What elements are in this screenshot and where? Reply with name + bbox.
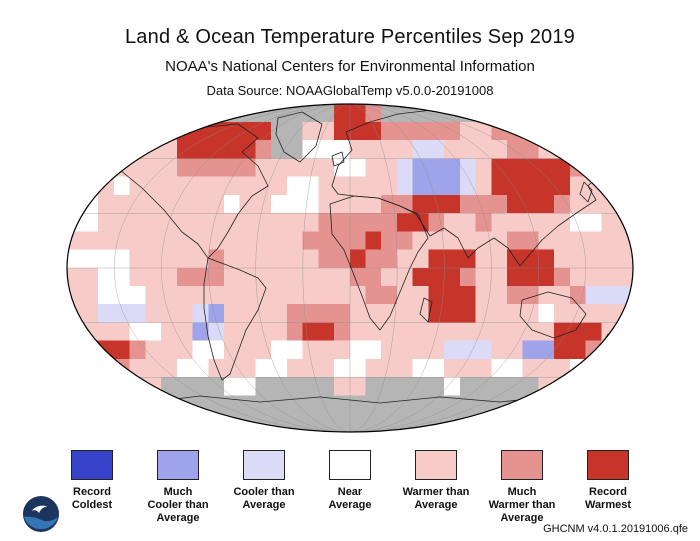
map-graticule	[67, 104, 633, 432]
legend-label: Much Warmer than Average	[488, 486, 556, 525]
legend-swatch	[329, 450, 371, 480]
legend-swatch	[501, 450, 543, 480]
legend-label: Cooler than Average	[233, 486, 295, 512]
legend: Record Coldest Much Cooler than Average Co…	[50, 450, 650, 526]
coastline-australia	[519, 291, 587, 339]
legend-item: Much Cooler than Average	[136, 450, 220, 526]
legend-item: Near Average	[308, 450, 392, 526]
coastline-south-america	[203, 257, 267, 381]
legend-item: Cooler than Average	[222, 450, 306, 526]
legend-label: Warmer than Average	[402, 486, 470, 512]
page-subtitle: NOAA's National Centers for Environmenta…	[165, 58, 535, 75]
coastline-eurasia	[331, 109, 625, 267]
legend-label: Much Cooler than Average	[147, 486, 209, 525]
legend-swatch	[157, 450, 199, 480]
coastline-japan	[579, 181, 593, 203]
legend-swatch	[243, 450, 285, 480]
legend-item: Warmer than Average	[394, 450, 478, 526]
coastline-greenland	[275, 111, 323, 163]
coastline-british-isles	[331, 151, 345, 167]
noaa-logo-bird	[31, 505, 48, 514]
coastline-north-america	[111, 123, 269, 259]
legend-item: Much Warmer than Average	[480, 450, 564, 526]
globe-outline	[66, 103, 634, 433]
noaa-logo	[22, 495, 60, 533]
legend-label: Record Coldest	[71, 486, 113, 512]
page-title: Land & Ocean Temperature Percentiles Sep…	[124, 26, 576, 48]
legend-item: Record Coldest	[50, 450, 134, 526]
legend-swatch	[415, 450, 457, 480]
data-source-line: Data Source: NOAAGlobalTemp v5.0.0-20191…	[206, 83, 494, 98]
noaa-logo-sea	[23, 516, 59, 530]
legend-item: Record Warmest	[566, 450, 650, 526]
version-text: GHCNM v4.0.1.20191006.qfe	[543, 523, 688, 535]
coastline-antarctica	[149, 395, 549, 404]
legend-swatch	[71, 450, 113, 480]
coastline-madagascar	[419, 297, 433, 323]
legend-swatch	[587, 450, 629, 480]
legend-label: Record Warmest	[584, 486, 632, 512]
legend-label: Near Average	[328, 486, 372, 512]
